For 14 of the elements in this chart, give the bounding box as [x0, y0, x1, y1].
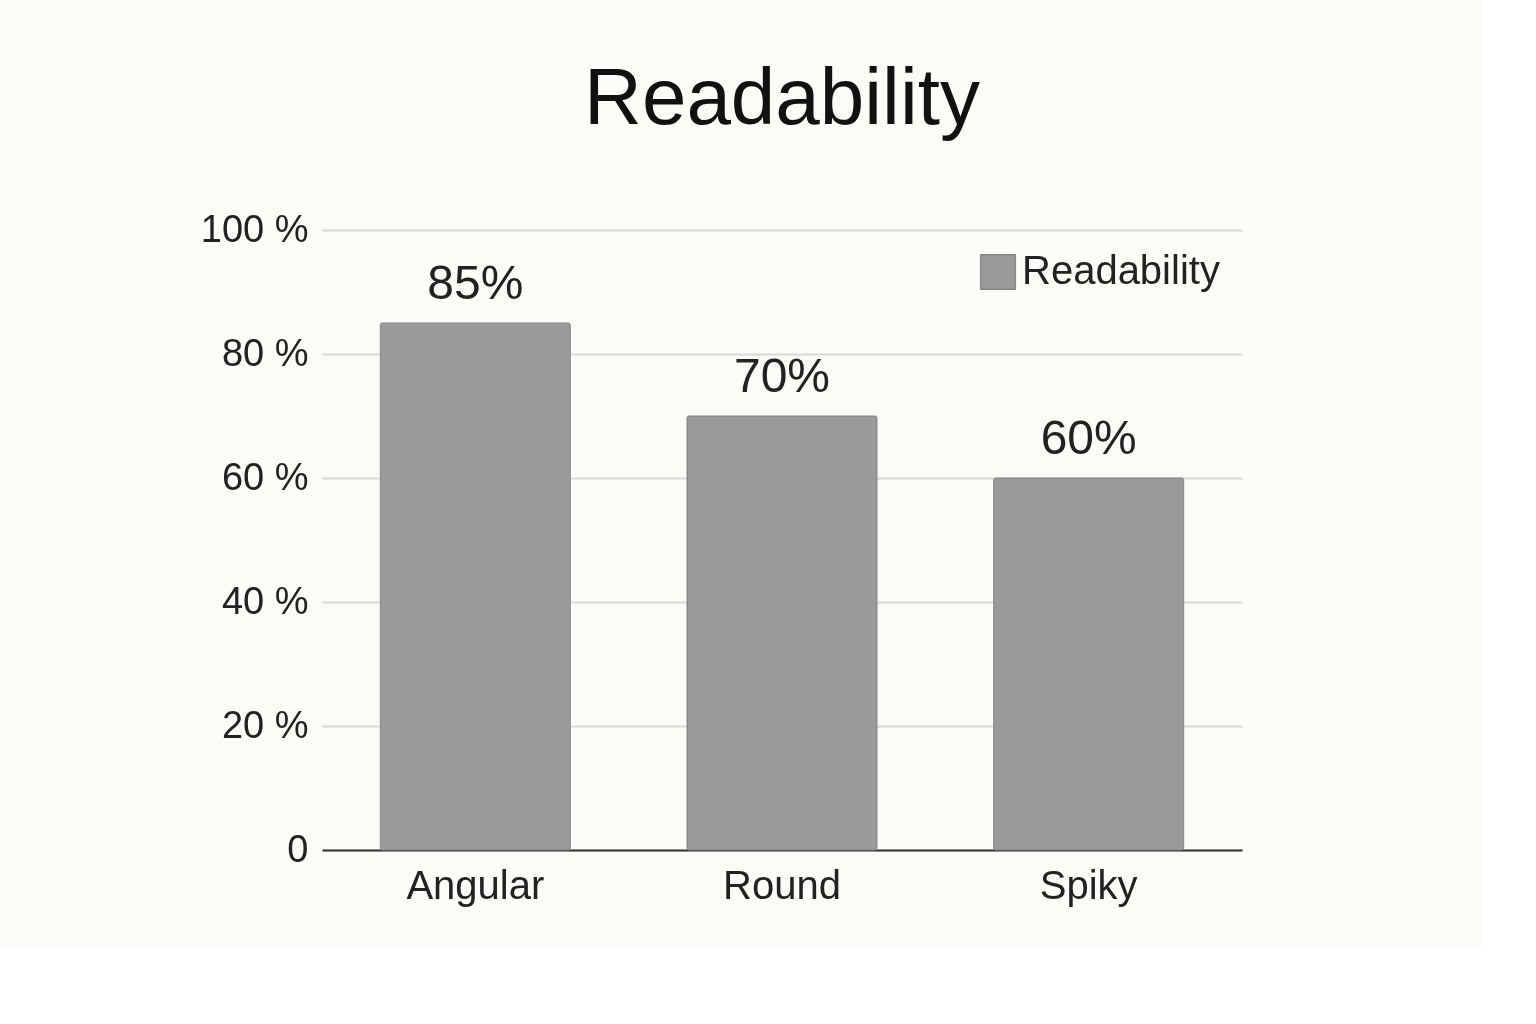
x-tick-label: Spiky: [1039, 862, 1138, 907]
chart-title: Readability: [584, 52, 980, 141]
y-tick-label: 40 %: [221, 579, 309, 622]
x-tick-label: Angular: [406, 862, 545, 907]
y-tick-label: 0: [287, 827, 309, 870]
legend-label: Readability: [1022, 248, 1220, 292]
text: 70%: [733, 349, 831, 402]
text: 85%: [427, 256, 524, 309]
y-tick-label: 80 %: [221, 331, 309, 374]
y-tick-label: 100 %: [200, 207, 309, 250]
y-tick-label: 60 %: [221, 455, 309, 498]
text: 60%: [1040, 411, 1137, 464]
y-tick-label: 20 %: [221, 703, 309, 746]
x-tick-label: Round: [723, 862, 841, 907]
